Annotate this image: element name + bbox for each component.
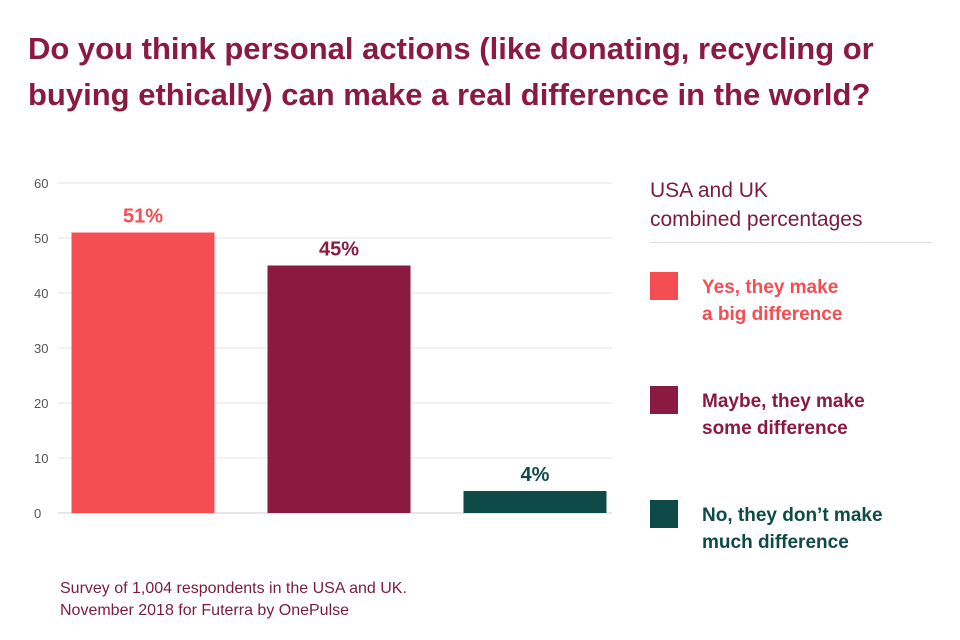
y-tick-label: 10 — [34, 451, 48, 466]
legend-label-no: No, they don’t make much difference — [702, 502, 883, 556]
legend-label-line: much difference — [702, 532, 849, 553]
chart-title-line: buying ethically) can make a real differ… — [28, 77, 871, 112]
y-tick-label: 20 — [34, 396, 48, 411]
legend-swatch-no — [650, 500, 678, 528]
data-label: 45% — [319, 239, 359, 261]
legend-item-maybe: Maybe, they make some difference — [650, 386, 950, 446]
legend-label-line: No, they don’t make — [702, 505, 883, 526]
legend-item-yes: Yes, they make a big difference — [650, 272, 950, 332]
footnote-line: Survey of 1,004 respondents in the USA a… — [60, 580, 407, 597]
y-tick-label: 60 — [34, 176, 48, 191]
legend-title-line: combined percentages — [650, 208, 863, 231]
legend-label-line: Maybe, they make — [702, 391, 865, 412]
data-label: 51% — [123, 206, 163, 228]
bar — [71, 232, 215, 513]
legend-label-yes: Yes, they make a big difference — [702, 274, 842, 328]
legend-label-maybe: Maybe, they make some difference — [702, 388, 865, 442]
chart-title: Do you think personal actions (like dona… — [28, 26, 938, 118]
legend-label-line: a big difference — [702, 304, 843, 325]
source-footnote: Survey of 1,004 respondents in the USA a… — [60, 578, 407, 622]
legend-title-line: USA and UK — [650, 179, 768, 202]
y-tick-label: 40 — [34, 286, 48, 301]
legend-item-no: No, they don’t make much difference — [650, 500, 950, 560]
legend-label-line: some difference — [702, 418, 848, 439]
legend-divider — [650, 242, 932, 243]
legend-swatch-yes — [650, 272, 678, 300]
legend-swatch-maybe — [650, 386, 678, 414]
y-tick-label: 50 — [34, 231, 48, 246]
bar — [267, 265, 411, 513]
legend-title: USA and UK combined percentages — [650, 176, 862, 234]
data-label: 4% — [521, 464, 550, 486]
bar — [463, 491, 607, 513]
footnote-line: November 2018 for Futerra by OnePulse — [60, 602, 350, 619]
chart-title-line: Do you think personal actions (like dona… — [28, 31, 874, 66]
legend-label-line: Yes, they make — [702, 277, 839, 298]
y-tick-label: 30 — [34, 341, 48, 356]
bar-chart: 0 10 20 30 40 50 60 51% 45% 4% — [34, 176, 612, 521]
y-tick-label: 0 — [34, 506, 41, 521]
